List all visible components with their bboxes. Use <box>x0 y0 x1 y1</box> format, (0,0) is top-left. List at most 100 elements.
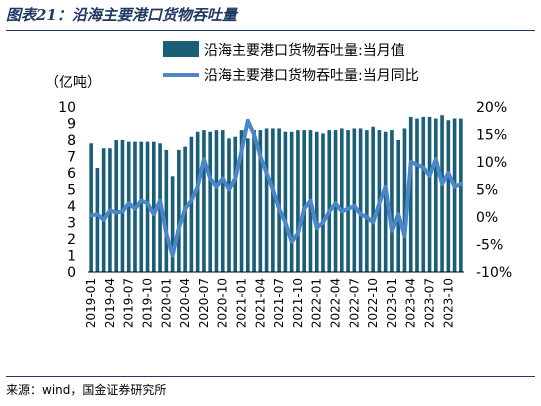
bar <box>302 130 307 272</box>
bar <box>289 131 294 272</box>
x-tick-label: 2022-10 <box>366 278 380 328</box>
bar <box>446 120 451 272</box>
bar <box>277 128 281 272</box>
x-tick-label: 2019-10 <box>141 278 155 328</box>
x-tick-label: 2019-07 <box>122 278 136 328</box>
bar <box>433 118 438 272</box>
x-tick-label: 2022-04 <box>329 278 343 328</box>
y-left-tick-label: 10 <box>58 100 76 116</box>
x-tick-label: 2020-04 <box>178 278 192 328</box>
bar <box>89 143 93 272</box>
y-left-tick-label: 5 <box>67 183 76 199</box>
bar <box>452 118 457 272</box>
bar <box>189 136 194 272</box>
y-left-tick-label: 3 <box>67 216 76 232</box>
bar <box>352 128 357 272</box>
bar <box>415 118 419 272</box>
title-divider <box>6 30 535 31</box>
bar <box>126 141 131 272</box>
x-tick-label: 2021-10 <box>291 278 305 328</box>
bar <box>365 130 369 272</box>
y-right-tick-label: 5% <box>476 183 498 199</box>
bar <box>245 138 250 272</box>
legend-label-line: 沿海主要港口货物吞吐量:当月同比 <box>204 67 419 84</box>
bar <box>333 130 338 272</box>
y-right-tick-label: -10% <box>476 265 512 281</box>
bar <box>120 140 125 272</box>
bar <box>252 130 256 272</box>
bar <box>283 131 288 272</box>
bar <box>371 126 375 272</box>
bar <box>296 130 300 272</box>
chart-title: 图表21：沿海主要港口货物吞吐量 <box>6 6 237 24</box>
bar <box>402 128 407 272</box>
y-left-tick-label: 8 <box>67 133 76 149</box>
y-left-tick-label: 4 <box>67 199 76 215</box>
x-tick-label: 2020-07 <box>197 278 211 328</box>
source-divider <box>6 376 535 377</box>
x-tick-label: 2019-01 <box>84 278 98 328</box>
bar <box>195 131 200 272</box>
bar <box>383 131 388 272</box>
y-right-tick-label: 0% <box>476 210 498 226</box>
bar <box>396 140 401 272</box>
y-left-tick-label: 1 <box>67 249 76 265</box>
bar <box>408 116 413 273</box>
bar <box>271 128 275 272</box>
y-left-tick-label: 7 <box>67 150 76 166</box>
bar <box>264 128 269 272</box>
y-left-tick-label: 6 <box>67 166 76 182</box>
x-tick-label: 2023-10 <box>441 278 455 328</box>
yoy-line <box>89 118 463 258</box>
bar <box>339 128 344 272</box>
bar <box>164 149 169 272</box>
bar <box>459 118 463 272</box>
bar <box>114 140 119 272</box>
bar <box>239 130 244 272</box>
bar <box>321 133 325 272</box>
x-tick-label: 2021-01 <box>235 278 249 328</box>
bar <box>202 130 206 272</box>
source-note: 来源：wind，国金证券研究所 <box>6 383 167 397</box>
y-left-tick-label: 2 <box>67 232 76 248</box>
y-right-tick-label: 20% <box>476 100 507 116</box>
x-tick-label: 2023-07 <box>423 278 437 328</box>
bar <box>440 115 444 272</box>
y-right-tick-label: 10% <box>476 155 507 171</box>
legend-label-bar: 沿海主要港口货物吞吐量:当月值 <box>204 42 405 59</box>
y-left-unit-label: （亿吨） <box>45 75 101 91</box>
bar <box>421 116 426 273</box>
bar <box>233 136 238 272</box>
bar <box>314 131 319 272</box>
x-tick-label: 2023-04 <box>404 278 418 328</box>
y-left-tick-label: 0 <box>67 265 76 281</box>
legend-swatch-bar <box>163 41 199 57</box>
bar <box>208 131 213 272</box>
bar <box>327 130 332 272</box>
bar <box>101 148 106 272</box>
bar <box>177 149 181 272</box>
bar <box>220 130 225 272</box>
x-tick-label: 2022-07 <box>347 278 361 328</box>
x-tick-label: 2021-04 <box>253 278 267 328</box>
y-right-tick-label: 15% <box>476 128 507 144</box>
bar <box>346 130 350 272</box>
bar <box>427 116 432 273</box>
x-tick-label: 2021-07 <box>272 278 286 328</box>
bar <box>227 138 231 272</box>
bar <box>358 128 363 272</box>
bar <box>214 130 219 272</box>
x-tick-label: 2020-10 <box>216 278 230 328</box>
x-tick-label: 2023-01 <box>385 278 399 328</box>
bar <box>95 168 100 272</box>
bar <box>390 130 394 272</box>
bar <box>139 141 144 272</box>
bar <box>170 176 175 272</box>
bar <box>151 141 156 272</box>
y-right-tick-label: -5% <box>476 238 503 254</box>
x-tick-label: 2022-01 <box>310 278 324 328</box>
y-left-tick-label: 9 <box>67 117 76 133</box>
bar <box>258 130 263 272</box>
x-tick-label: 2019-04 <box>103 278 117 328</box>
